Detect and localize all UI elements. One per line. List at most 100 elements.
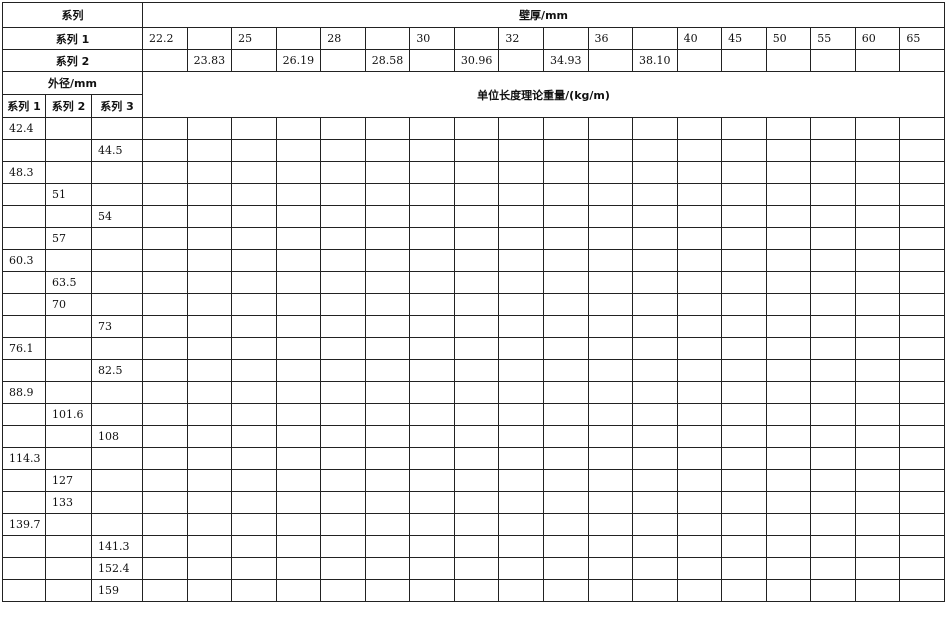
weight-cell xyxy=(810,359,856,382)
weight-cell xyxy=(320,469,366,492)
weight-cell xyxy=(765,161,812,184)
weight-cell xyxy=(409,315,455,338)
weight-cell xyxy=(320,425,366,448)
outer-diameter-cell xyxy=(2,293,46,316)
header-row: 系列 壁厚/mm xyxy=(1,2,946,28)
outer-diameter-cell xyxy=(90,447,144,470)
weight-cell xyxy=(676,117,723,140)
thickness-cell xyxy=(721,49,767,72)
weight-cell xyxy=(854,403,901,426)
weight-cell xyxy=(587,293,634,316)
weight-cell xyxy=(142,315,188,338)
outer-diameter-cell: 60.3 xyxy=(2,249,46,272)
weight-cell xyxy=(498,337,544,360)
weight-cell xyxy=(231,249,277,272)
weight-cell xyxy=(186,381,233,404)
outer-diameter-cell xyxy=(90,293,144,316)
weight-cell xyxy=(409,491,455,514)
table-row: 73 xyxy=(2,315,946,338)
weight-cell xyxy=(765,557,812,580)
weight-cell xyxy=(632,249,678,272)
weight-cell xyxy=(854,579,901,602)
thickness-cell xyxy=(364,27,411,50)
weight-cell xyxy=(587,359,634,382)
outer-diameter-cell xyxy=(90,381,144,404)
weight-cell xyxy=(453,293,500,316)
thickness-cell xyxy=(765,49,812,72)
weight-cell xyxy=(320,315,366,338)
outer-diameter-cell xyxy=(2,469,46,492)
weight-cell xyxy=(721,161,767,184)
weight-cell xyxy=(275,535,322,558)
outer-diameter-cell: 44.5 xyxy=(90,139,144,162)
weight-cell xyxy=(676,227,723,250)
weight-cell xyxy=(854,359,901,382)
thickness-cell: 38.10 xyxy=(632,49,678,72)
weight-cell xyxy=(587,337,634,360)
weight-cell xyxy=(810,469,856,492)
thickness-cell: 55 xyxy=(810,27,856,50)
weight-cell xyxy=(721,139,767,162)
thickness-cell xyxy=(275,27,322,50)
weight-cell xyxy=(364,139,411,162)
weight-cell xyxy=(409,293,455,316)
weight-cell xyxy=(453,161,500,184)
weight-cell xyxy=(275,139,322,162)
weight-cell xyxy=(364,359,411,382)
weight-cell xyxy=(409,557,455,580)
weight-cell xyxy=(765,359,812,382)
outer-diameter-cell xyxy=(90,337,144,360)
weight-cell xyxy=(899,469,946,492)
weight-cell xyxy=(542,337,589,360)
weight-cell xyxy=(231,337,277,360)
weight-cell xyxy=(186,579,233,602)
weight-cell xyxy=(676,513,723,536)
weight-cell xyxy=(231,469,277,492)
weight-cell xyxy=(676,139,723,162)
weight-cell xyxy=(587,227,634,250)
thickness-cell xyxy=(542,27,589,50)
wall-thickness-label: 壁厚/mm xyxy=(142,2,946,28)
weight-cell xyxy=(409,359,455,382)
outer-diameter-cell: 76.1 xyxy=(2,337,46,360)
weight-cell xyxy=(186,161,233,184)
weight-cell xyxy=(676,337,723,360)
outer-diameter-cell: 70 xyxy=(45,293,92,316)
weight-cell xyxy=(409,117,455,140)
outer-diameter-cell xyxy=(90,227,144,250)
weight-cell xyxy=(721,535,767,558)
weight-cell xyxy=(142,249,188,272)
outer-diameter-cell xyxy=(2,491,46,514)
outer-diameter-cell: 133 xyxy=(45,491,92,514)
weight-cell xyxy=(275,293,322,316)
weight-cell xyxy=(632,161,678,184)
weight-cell xyxy=(810,337,856,360)
weight-cell xyxy=(542,271,589,294)
thickness-cell: 32 xyxy=(498,27,544,50)
weight-cell xyxy=(542,447,589,470)
weight-cell xyxy=(186,293,233,316)
weight-cell xyxy=(364,227,411,250)
weight-cell xyxy=(231,117,277,140)
weight-cell xyxy=(587,315,634,338)
weight-cell xyxy=(542,315,589,338)
weight-cell xyxy=(587,139,634,162)
weight-cell xyxy=(453,447,500,470)
weight-cell xyxy=(587,469,634,492)
weight-cell xyxy=(231,293,277,316)
weight-cell xyxy=(275,469,322,492)
weight-cell xyxy=(542,139,589,162)
weight-cell xyxy=(364,513,411,536)
weight-cell xyxy=(142,161,188,184)
weight-cell xyxy=(587,425,634,448)
table-row: 88.9 xyxy=(2,381,946,404)
table-row: 44.5 xyxy=(2,139,946,162)
weight-cell xyxy=(765,227,812,250)
weight-cell xyxy=(231,491,277,514)
table-row: 159 xyxy=(2,579,946,602)
od-series-label: 系列 1 xyxy=(2,94,46,118)
weight-cell xyxy=(364,469,411,492)
weight-cell xyxy=(632,403,678,426)
table-row: 63.5 xyxy=(2,271,946,294)
outer-diameter-cell: 101.6 xyxy=(45,403,92,426)
